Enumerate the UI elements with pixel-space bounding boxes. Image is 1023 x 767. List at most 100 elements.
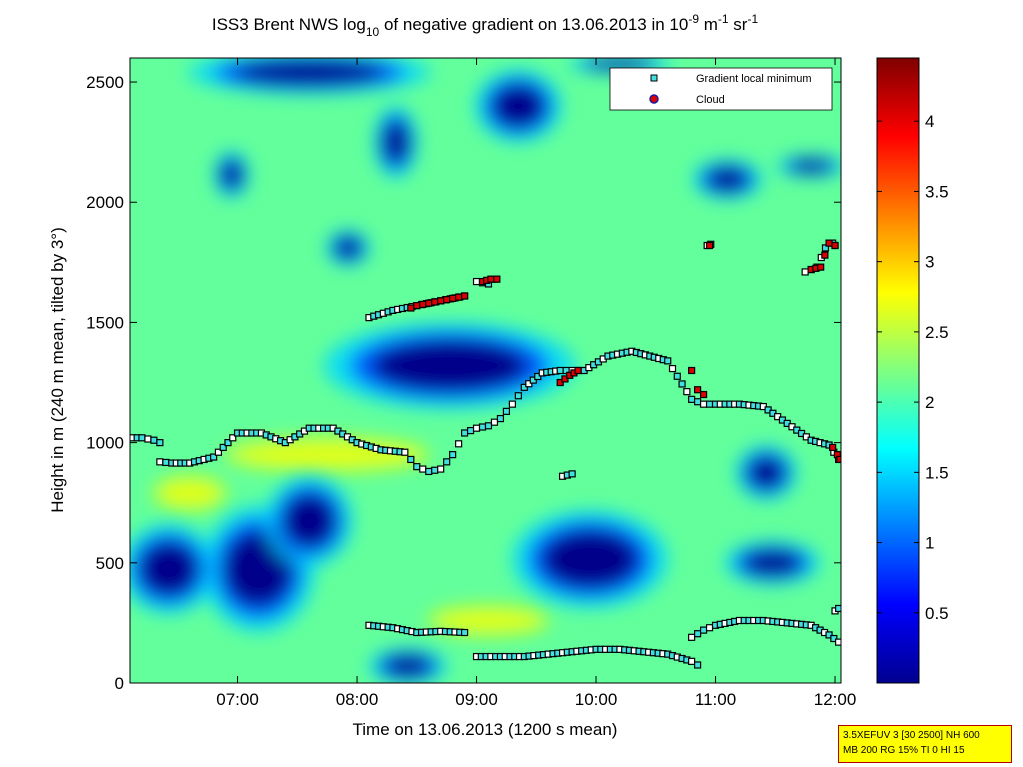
gradient-minimum-marker (437, 465, 445, 473)
gradient-minimum-marker (705, 624, 714, 632)
low-value-region (233, 59, 385, 86)
colorbar-tick-label: 1 (925, 534, 934, 553)
y-tick-label: 2500 (86, 73, 124, 92)
cloud-marker (431, 298, 439, 306)
colorbar-tick-label: 3 (925, 253, 934, 272)
legend-label-gradient-minimum: Gradient local minimum (696, 73, 812, 85)
cloud-marker (493, 275, 501, 283)
colorbar-tick-label: 3.5 (925, 182, 949, 201)
gradient-minimum-marker (162, 458, 170, 467)
gradient-minimum-marker (150, 436, 158, 444)
low-value-region (491, 84, 546, 128)
gradient-minimum-marker (219, 443, 227, 452)
gradient-minimum-marker (825, 631, 833, 639)
heatmap (130, 58, 841, 683)
gradient-minimum-marker (496, 414, 505, 423)
series-layer (130, 239, 841, 669)
low-value-region (334, 237, 362, 259)
y-tick-label: 0 (115, 674, 124, 693)
cloud-marker (487, 275, 495, 283)
chart-title: ISS3 Brent NWS log10 of negative gradien… (212, 12, 759, 39)
gradient-minimum-marker (478, 423, 487, 431)
gradient-minimum-marker (472, 277, 481, 286)
cloud-marker (556, 378, 564, 387)
gradient-minimum-marker (801, 268, 809, 276)
gradient-minimum-marker (668, 364, 677, 373)
info-line-1: 3.5XEFUV 3 [30 2500] NH 600 (843, 730, 980, 741)
legend-box (609, 67, 833, 111)
cloud-marker (831, 241, 839, 250)
gradient-minimum-marker (835, 638, 841, 646)
cloud-marker (688, 366, 696, 375)
low-value-region (220, 160, 243, 189)
cloud-marker (574, 366, 582, 375)
gradient-minimum-marker (443, 458, 451, 466)
cloud-marker (425, 299, 433, 307)
cloud-marker (407, 304, 415, 312)
cloud-marker (836, 455, 841, 464)
gradient-minimum-marker (673, 372, 681, 380)
gradient-minimum-marker (502, 407, 511, 415)
gradient-minimum-marker (156, 458, 164, 466)
gradient-minimum-marker (138, 434, 146, 442)
gradient-minimum-marker (508, 400, 516, 408)
x-tick-label: 08:00 (336, 690, 379, 709)
gradient-minimum-marker (401, 448, 409, 456)
colorbar-tick-label: 2 (925, 393, 934, 412)
gradient-minimum-marker (419, 465, 427, 473)
gradient-minimum-marker (210, 453, 218, 461)
cloud-marker (443, 295, 451, 304)
x-tick-label: 11:00 (695, 690, 736, 709)
low-value-region (587, 58, 653, 70)
gradient-minimum-marker (431, 466, 439, 474)
cloud-marker (705, 241, 714, 250)
cloud-marker (437, 297, 445, 305)
gradient-minimum-marker (694, 630, 702, 638)
gradient-minimum-marker (705, 400, 714, 408)
gradient-minimum-marker (694, 398, 702, 406)
gradient-minimum-marker (529, 376, 537, 384)
low-value-region (139, 541, 199, 596)
gradient-minimum-marker (534, 372, 542, 381)
gradient-minimum-marker (156, 439, 164, 447)
high-value-region (153, 476, 226, 510)
y-axis-label: Height in m (240 m mean, tilted by 3°) (48, 227, 67, 513)
colorbar-tick-label: 2.5 (925, 323, 949, 342)
colorbar-tick-label: 4 (925, 112, 934, 131)
gradient-minimum-marker (830, 634, 838, 643)
x-axis-label: Time on 13.06.2013 (1200 s mean) (353, 720, 618, 739)
legend-label-cloud: Cloud (696, 94, 725, 106)
y-tick-label: 500 (96, 554, 124, 573)
cloud-marker (699, 390, 708, 399)
x-tick-label: 07:00 (216, 690, 259, 709)
y-tick-label: 1500 (86, 313, 124, 332)
gradient-minimum-marker (678, 380, 686, 388)
cloud-marker (455, 293, 463, 301)
gradient-minimum-marker (688, 657, 696, 665)
gradient-minimum-marker (484, 422, 493, 430)
gradient-minimum-marker (556, 366, 564, 375)
gradient-minimum-marker (514, 392, 522, 400)
gradient-minimum-marker (466, 426, 475, 435)
colorbar: 0.5 1 1.5 2 2.5 3 3.5 4 (876, 57, 949, 684)
low-value-region (383, 655, 433, 677)
gradient-minimum-marker (520, 383, 528, 391)
x-tick-label: 09:00 (455, 690, 498, 709)
low-value-region (371, 339, 528, 392)
gradient-minimum-marker (460, 628, 469, 637)
legend-marker-gradient-minimum (650, 74, 658, 82)
gradient-minimum-marker (699, 400, 708, 408)
gradient-minimum-marker (694, 661, 702, 669)
cloud-marker (694, 386, 702, 394)
plot-frame (129, 57, 842, 684)
gradient-minimum-marker (683, 388, 691, 396)
gradient-minimum-marker (229, 434, 237, 442)
gradient-minimum-marker (568, 470, 576, 478)
gradient-minimum-marker (472, 424, 481, 432)
gradient-minimum-marker (664, 357, 672, 365)
legend: Gradient local minimum Cloud (609, 67, 833, 111)
gradient-minimum-marker (425, 467, 433, 476)
gradient-minimum-marker (699, 626, 708, 634)
low-value-region (789, 159, 833, 173)
low-value-region (282, 493, 337, 548)
